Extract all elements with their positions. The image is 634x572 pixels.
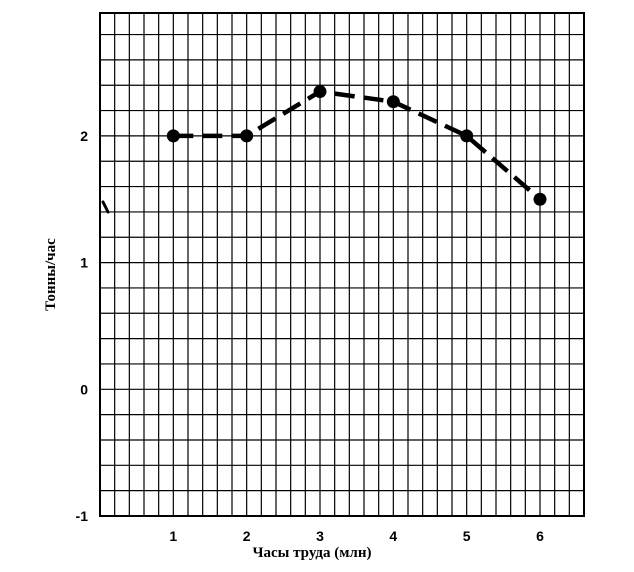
x-axis-title: Часы труда (млн) [253,545,372,561]
y-tick-label: -1 [76,508,89,524]
x-tick-label: 2 [243,528,251,544]
stray-mark [101,200,110,214]
x-tick-label: 4 [389,528,397,544]
y-tick-label: 1 [80,255,88,271]
series-line [173,89,542,201]
y-axis-title: Тонны/час [43,238,59,311]
y-tick-label: 0 [80,381,88,397]
data-point [166,129,180,143]
y-tick-label: 2 [80,128,88,144]
series [166,85,547,206]
data-point [386,95,400,109]
x-tick-label: 3 [316,528,324,544]
grid [100,13,584,516]
data-point [313,85,327,99]
x-tick-label: 1 [169,528,177,544]
x-tick-label: 5 [463,528,471,544]
data-point [460,129,474,143]
data-point [533,192,547,206]
plot-frame [99,12,585,517]
tick-labels: 1 2 3 4 5 6 -1 0 1 2 [76,128,545,544]
x-tick-label: 6 [536,528,544,544]
data-point [240,129,254,143]
